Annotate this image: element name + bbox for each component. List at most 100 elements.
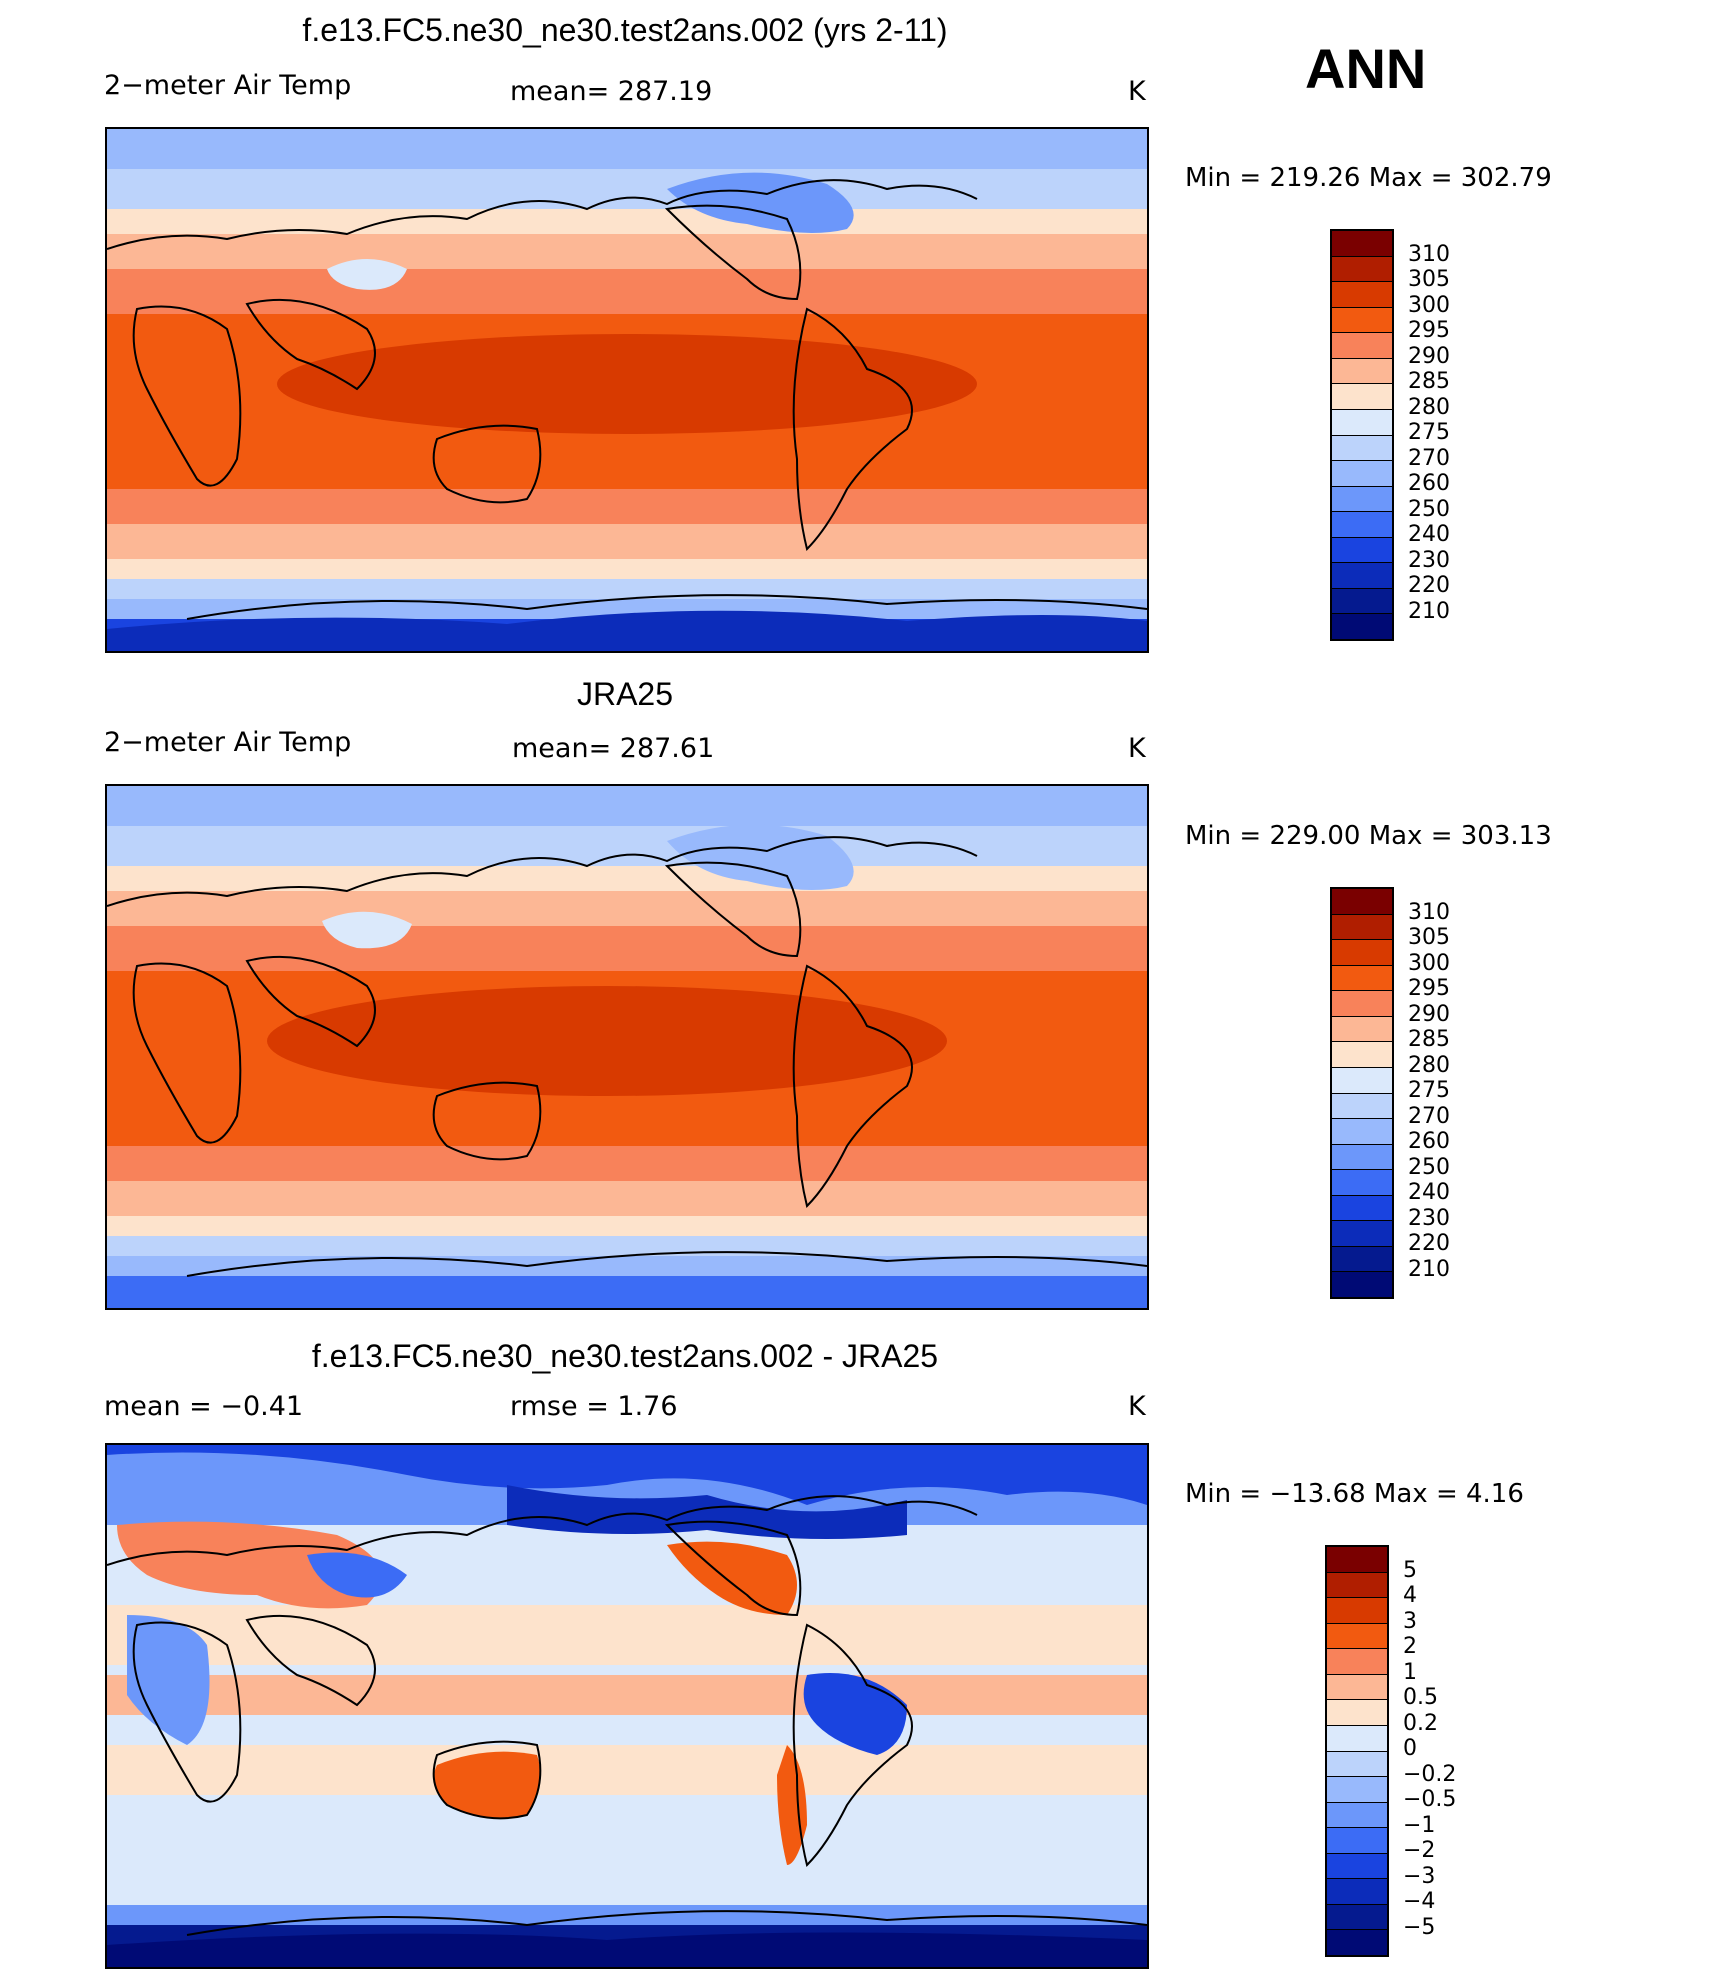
colorbar-tick-label: 0.5 bbox=[1403, 1685, 1438, 1710]
panel-3-units-label: K bbox=[1128, 1391, 1146, 1422]
colorbar-swatch bbox=[1332, 231, 1392, 257]
colorbar-swatch bbox=[1332, 1093, 1392, 1120]
colorbar-tick-label: 5 bbox=[1403, 1557, 1417, 1583]
colorbar-swatch bbox=[1332, 940, 1392, 966]
colorbar-swatch bbox=[1332, 486, 1392, 513]
colorbar-tick-label: 295 bbox=[1408, 976, 1450, 1001]
colorbar-swatch bbox=[1332, 282, 1392, 308]
panel-2-variable-label: 2−meter Air Temp bbox=[104, 727, 352, 758]
colorbar-tick-label: 0.2 bbox=[1403, 1710, 1438, 1736]
colorbar-tick-label: 1 bbox=[1403, 1659, 1417, 1685]
panel-1-units-label: K bbox=[1128, 76, 1146, 107]
colorbar-tick-label: −0.2 bbox=[1403, 1761, 1457, 1787]
colorbar-tick-label: 220 bbox=[1408, 573, 1450, 598]
colorbar-tick-label: −5 bbox=[1403, 1914, 1436, 1940]
colorbar-tick-label: 4 bbox=[1403, 1583, 1417, 1608]
colorbar-swatch bbox=[1327, 1802, 1387, 1829]
colorbar-swatch bbox=[1332, 1221, 1392, 1247]
colorbar-swatch bbox=[1327, 1751, 1387, 1778]
colorbar-swatch bbox=[1332, 563, 1392, 589]
colorbar-swatch bbox=[1332, 1170, 1392, 1196]
colorbar-tick-label: 280 bbox=[1408, 394, 1450, 420]
colorbar-swatch bbox=[1332, 307, 1392, 334]
colorbar-swatch bbox=[1332, 512, 1392, 538]
colorbar-tick-label: −0.5 bbox=[1403, 1787, 1457, 1812]
colorbar-swatch bbox=[1332, 435, 1392, 462]
colorbar-tick-label: 310 bbox=[1408, 899, 1450, 925]
colorbar-tick-label: 250 bbox=[1408, 1154, 1450, 1180]
panel-2-map bbox=[105, 784, 1149, 1310]
panel-3-mean-label: mean = −0.41 bbox=[104, 1391, 304, 1422]
colorbar-tick-label: 230 bbox=[1408, 547, 1450, 573]
colorbar-swatch bbox=[1332, 991, 1392, 1017]
colorbar-tick-label: −2 bbox=[1403, 1838, 1436, 1863]
colorbar-swatch bbox=[1332, 1144, 1392, 1171]
colorbar-swatch bbox=[1332, 914, 1392, 941]
panel-1-minmax: Min = 219.26 Max = 302.79 bbox=[1185, 163, 1552, 193]
colorbar-tick-label: 305 bbox=[1408, 925, 1450, 950]
colorbar-tick-label: 240 bbox=[1408, 522, 1450, 547]
colorbar-tick-label: 285 bbox=[1408, 1027, 1450, 1052]
panel-2-mean-label: mean= 287.61 bbox=[512, 733, 715, 764]
colorbar-swatch bbox=[1332, 461, 1392, 487]
colorbar-tick-label: 310 bbox=[1408, 241, 1450, 267]
panel-1-map bbox=[105, 127, 1149, 653]
colorbar-swatch bbox=[1327, 1700, 1387, 1726]
colorbar-swatch bbox=[1332, 1067, 1392, 1094]
colorbar-tick-label: 220 bbox=[1408, 1231, 1450, 1256]
colorbar-swatch bbox=[1327, 1777, 1387, 1803]
colorbar-tick-label: 300 bbox=[1408, 292, 1450, 318]
colorbar-swatch bbox=[1327, 1904, 1387, 1931]
colorbar-swatch bbox=[1332, 614, 1392, 639]
panel-2-title: JRA25 bbox=[576, 676, 674, 712]
colorbar-tick-label: 290 bbox=[1408, 343, 1450, 369]
colorbar-tick-label: 270 bbox=[1408, 445, 1450, 471]
colorbar-swatch bbox=[1332, 1119, 1392, 1145]
colorbar-tick-label: 2 bbox=[1403, 1634, 1417, 1659]
colorbar-swatch bbox=[1332, 537, 1392, 564]
colorbar-tick-label: 250 bbox=[1408, 496, 1450, 522]
colorbar-swatch bbox=[1332, 409, 1392, 436]
colorbar-swatch bbox=[1327, 1725, 1387, 1752]
panel-2-units-label: K bbox=[1128, 733, 1146, 764]
colorbar-swatch bbox=[1332, 588, 1392, 615]
colorbar-tick-label: 285 bbox=[1408, 369, 1450, 394]
colorbar-swatch bbox=[1327, 1930, 1387, 1955]
season-label: ANN bbox=[1305, 37, 1427, 100]
colorbar-swatch bbox=[1332, 965, 1392, 992]
colorbar-tick-label: 3 bbox=[1403, 1608, 1417, 1634]
colorbar-tick-label: −3 bbox=[1403, 1863, 1436, 1889]
colorbar-tick-label: 240 bbox=[1408, 1180, 1450, 1205]
colorbar-tick-label: 275 bbox=[1408, 420, 1450, 445]
colorbar-tick-label: 260 bbox=[1408, 471, 1450, 496]
panel-2-colorbar bbox=[1330, 887, 1394, 1299]
panel-3-rmse-label: rmse = 1.76 bbox=[510, 1391, 678, 1422]
panel-3-colorbar bbox=[1325, 1545, 1389, 1957]
colorbar-tick-label: −4 bbox=[1403, 1889, 1436, 1914]
colorbar-tick-label: 230 bbox=[1408, 1205, 1450, 1231]
colorbar-swatch bbox=[1332, 358, 1392, 385]
panel-1-mean-label: mean= 287.19 bbox=[510, 76, 713, 107]
panel-3-colorbar-ticks: 5 4 3 2 1 0.5 0.2 0 −0.2 −0.5 −1 −2 −3 −4 −5 bbox=[1403, 1545, 1483, 1957]
colorbar-swatch bbox=[1332, 333, 1392, 359]
panel-3-title: f.e13.FC5.ne30_ne30.test2ans.002 - JRA25 bbox=[311, 1338, 939, 1374]
panel-3-minmax: Min = −13.68 Max = 4.16 bbox=[1185, 1479, 1524, 1509]
colorbar-swatch bbox=[1327, 1623, 1387, 1650]
colorbar-swatch bbox=[1327, 1879, 1387, 1905]
colorbar-tick-label: 280 bbox=[1408, 1052, 1450, 1078]
colorbar-swatch bbox=[1327, 1572, 1387, 1599]
colorbar-swatch bbox=[1332, 1246, 1392, 1273]
colorbar-swatch bbox=[1332, 889, 1392, 915]
panel-1-colorbar-ticks: 310 305 300 295 290 285 280 275 270 260 250 240 230 2… bbox=[1408, 229, 1488, 641]
colorbar-swatch bbox=[1332, 1042, 1392, 1068]
colorbar-tick-label: −1 bbox=[1403, 1812, 1436, 1838]
panel-3-map bbox=[105, 1443, 1149, 1969]
colorbar-swatch bbox=[1332, 1195, 1392, 1222]
colorbar-tick-label: 0 bbox=[1403, 1736, 1417, 1761]
panel-1-variable-label: 2−meter Air Temp bbox=[104, 70, 352, 101]
colorbar-swatch bbox=[1327, 1674, 1387, 1701]
colorbar-swatch bbox=[1327, 1649, 1387, 1675]
colorbar-tick-label: 295 bbox=[1408, 318, 1450, 343]
colorbar-tick-label: 300 bbox=[1408, 950, 1450, 976]
colorbar-tick-label: 275 bbox=[1408, 1078, 1450, 1103]
